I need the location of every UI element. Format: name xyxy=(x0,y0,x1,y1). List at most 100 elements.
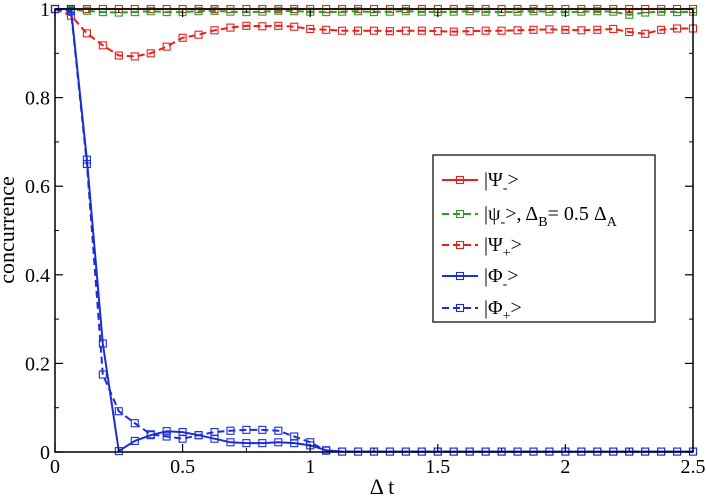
data-point xyxy=(290,432,299,441)
data-point xyxy=(672,24,682,33)
data-point xyxy=(417,7,426,16)
data-point xyxy=(194,7,203,16)
data-point xyxy=(385,27,395,36)
legend-label: |Ψ-> xyxy=(484,169,519,196)
data-point xyxy=(274,438,283,447)
y-tick-label: 0.2 xyxy=(25,353,50,375)
data-point xyxy=(226,23,235,32)
legend: |Ψ-> |ψ->, ΔB= 0.5 ΔA |Ψ+> |Φ-> |Φ+> xyxy=(432,154,656,324)
x-tick-label: 1 xyxy=(305,456,315,478)
legend-label: |Φ+> xyxy=(484,297,522,324)
x-axis-title: Δ t xyxy=(370,474,395,499)
data-point xyxy=(242,425,251,434)
data-point xyxy=(226,7,235,16)
data-point xyxy=(545,25,554,34)
data-point xyxy=(449,27,458,36)
data-point xyxy=(162,42,171,51)
data-point xyxy=(529,25,538,34)
x-tick-label: 0.5 xyxy=(170,456,195,478)
data-point xyxy=(561,25,570,34)
data-point xyxy=(162,427,171,436)
data-point xyxy=(481,7,490,16)
data-point xyxy=(146,430,155,439)
data-point xyxy=(290,22,299,31)
data-point xyxy=(513,7,522,16)
x-tick-label: 1.5 xyxy=(425,456,450,478)
data-point xyxy=(210,26,219,35)
data-point xyxy=(593,7,602,16)
legend-marker xyxy=(455,175,465,185)
y-tick-label: 0.8 xyxy=(25,88,50,110)
data-point xyxy=(369,26,379,35)
data-point xyxy=(98,370,107,379)
data-point xyxy=(258,22,267,31)
data-point xyxy=(226,438,235,447)
data-point xyxy=(385,7,395,16)
data-point xyxy=(625,27,634,37)
data-point xyxy=(338,26,347,35)
x-tick-label: 2 xyxy=(560,456,570,478)
data-point xyxy=(114,51,123,60)
data-point xyxy=(657,7,666,16)
data-point xyxy=(98,339,107,348)
data-point xyxy=(433,27,442,36)
y-axis-title: concurrence xyxy=(0,176,19,283)
data-point xyxy=(641,29,650,38)
y-tick-label: 0.4 xyxy=(25,265,50,287)
series-line xyxy=(54,8,693,58)
data-point xyxy=(322,446,331,455)
data-point xyxy=(545,7,554,16)
data-point xyxy=(226,426,235,435)
data-point xyxy=(338,7,347,16)
data-point xyxy=(401,7,410,16)
data-point xyxy=(242,21,251,30)
data-point xyxy=(401,26,410,35)
data-point xyxy=(417,26,426,35)
data-point xyxy=(290,7,299,16)
data-point xyxy=(98,41,107,50)
data-point xyxy=(258,439,267,448)
data-point xyxy=(178,434,187,443)
ticks-layer: 0 0.5 1 1.5 2 2.5 0 0.2 0.4 0.6 0.8 1 xyxy=(25,0,706,478)
data-point xyxy=(609,24,618,33)
legend-marker xyxy=(455,209,465,219)
legend-marker xyxy=(455,240,465,250)
data-point xyxy=(577,7,586,16)
legend-marker xyxy=(455,303,465,313)
y-tick-label: 0 xyxy=(40,442,50,464)
data-point xyxy=(609,7,618,16)
legend-label: |Ψ+> xyxy=(484,234,522,261)
data-point xyxy=(306,24,315,33)
data-point xyxy=(130,419,139,428)
data-point xyxy=(258,425,267,434)
data-point xyxy=(162,432,171,441)
data-point xyxy=(130,436,139,445)
data-point xyxy=(178,33,187,42)
data-point xyxy=(657,25,666,34)
data-point xyxy=(194,431,203,440)
y-tick-label: 1 xyxy=(40,0,50,21)
data-point xyxy=(274,6,283,15)
x-tick-label: 2.5 xyxy=(681,456,706,478)
y-tick-label: 0.6 xyxy=(25,176,50,198)
data-point xyxy=(497,26,506,35)
data-point xyxy=(274,21,283,30)
data-point xyxy=(513,26,522,35)
data-point xyxy=(481,26,490,35)
legend-box xyxy=(432,154,656,323)
x-tick-label: 0 xyxy=(50,456,60,478)
data-point xyxy=(593,25,602,34)
legend-label: |Φ-> xyxy=(484,265,519,292)
legend-marker xyxy=(455,271,465,281)
data-point xyxy=(130,52,139,61)
series-2 xyxy=(50,4,698,61)
data-point xyxy=(146,7,155,16)
data-point xyxy=(465,7,474,16)
data-point xyxy=(258,7,267,16)
data-point xyxy=(82,29,91,38)
data-point xyxy=(353,7,363,16)
data-point xyxy=(274,426,283,435)
data-point xyxy=(465,27,474,36)
data-point xyxy=(66,7,75,16)
data-point xyxy=(529,7,538,16)
